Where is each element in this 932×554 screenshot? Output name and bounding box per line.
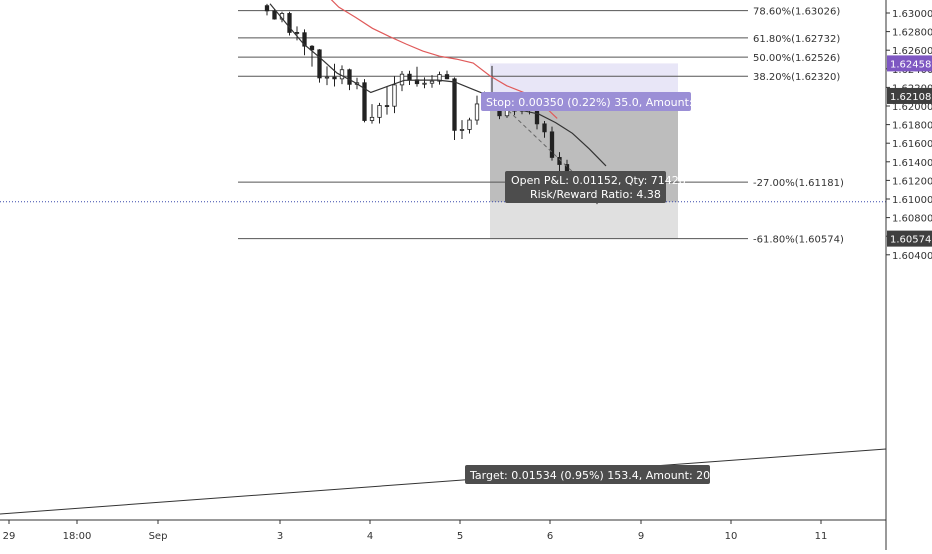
time-tick-label: 5 xyxy=(457,531,463,542)
price-tick-label: 1.61800 xyxy=(892,121,932,132)
candle-body xyxy=(444,74,450,80)
candle-body xyxy=(392,84,397,107)
candle-body xyxy=(407,73,412,81)
price-badge-label: 1.62458 xyxy=(890,59,931,70)
candle-body xyxy=(474,103,480,121)
plot-background xyxy=(0,0,886,520)
candle-body xyxy=(467,119,472,130)
candle-body xyxy=(369,116,375,121)
stop-label: Stop: 0.00350 (0.22%) 35.0, Amount: 750 xyxy=(486,96,717,109)
price-axis[interactable]: 1.630001.628001.626001.624001.622001.620… xyxy=(885,0,932,550)
price-tick-label: 1.62800 xyxy=(892,28,932,39)
price-badge-label: 1.62108 xyxy=(890,92,931,103)
trend-line[interactable] xyxy=(0,448,887,515)
price-tick-label: 1.62000 xyxy=(892,102,932,113)
target-label-badge: Target: 0.01534 (0.95%) 153.4, Amount: 2… xyxy=(465,465,742,484)
price-badge xyxy=(887,87,932,104)
candle-body xyxy=(437,74,442,82)
price-tick-label: 1.60800 xyxy=(892,214,932,225)
candle-body xyxy=(422,82,427,85)
fib-label: 61.80%(1.62732) xyxy=(753,34,840,45)
time-tick-label: 11 xyxy=(815,531,828,542)
candle-body xyxy=(384,105,390,107)
stop-label-badge: Stop: 0.00350 (0.22%) 35.0, Amount: 750 xyxy=(481,92,717,111)
price-badge xyxy=(887,230,932,247)
time-tick-label: 4 xyxy=(367,531,373,542)
fast-moving-average xyxy=(269,3,607,167)
price-badge xyxy=(887,55,932,72)
price-tick-label: 1.60400 xyxy=(892,251,932,262)
time-tick-label: 10 xyxy=(725,531,738,542)
candle-body xyxy=(332,76,337,80)
candle-body xyxy=(324,76,330,79)
candle-body xyxy=(302,32,307,47)
candle-body xyxy=(347,69,352,85)
candle-body xyxy=(272,10,277,20)
candle-body xyxy=(294,32,300,34)
time-tick-label: 6 xyxy=(547,531,553,542)
price-badge-label: 1.60574 xyxy=(890,235,931,246)
candle-body xyxy=(549,131,555,158)
candle-body xyxy=(452,78,457,131)
pnl-label: Open P&L: 0.01152, Qty: 71428 xyxy=(511,174,686,187)
candle-body xyxy=(362,82,367,121)
price-tick-label: 1.61400 xyxy=(892,158,932,169)
candle-body xyxy=(264,5,270,12)
price-tick-label: 1.63000 xyxy=(892,9,932,20)
time-tick-label: 9 xyxy=(638,531,644,542)
candle-body xyxy=(287,13,292,33)
fib-label: 78.60%(1.63026) xyxy=(753,7,840,18)
time-tick-label: 18:00 xyxy=(63,531,92,542)
fib-label: 50.00%(1.62526) xyxy=(753,53,840,64)
time-axis[interactable]: 29 18:00 Sep 3 4 5 6 9 10 11 xyxy=(0,519,886,542)
candle-body xyxy=(399,73,405,86)
slow-moving-average xyxy=(330,0,558,119)
candle-body xyxy=(542,123,547,133)
target-label: Target: 0.01534 (0.95%) 153.4, Amount: 2… xyxy=(469,469,742,482)
price-tick-label: 1.61000 xyxy=(892,195,932,206)
price-tick-label: 1.62600 xyxy=(892,46,932,57)
fibonacci-levels[interactable]: 78.60%(1.63026) 61.80%(1.62732) 50.00%(1.6… xyxy=(238,7,844,246)
fib-label: 38.20%(1.62320) xyxy=(753,72,840,83)
stop-zone[interactable] xyxy=(490,63,678,96)
rr-label: Risk/Reward Ratio: 4.38 xyxy=(530,188,661,201)
time-tick-label: 29 xyxy=(3,531,16,542)
fib-label: -27.00%(1.61181) xyxy=(753,178,844,189)
candle-body xyxy=(459,129,465,131)
candle-body xyxy=(377,105,382,118)
pnl-label-badge: Open P&L: 0.01152, Qty: 71428 Risk/Rewar… xyxy=(505,171,686,203)
fib-label: -61.80%(1.60574) xyxy=(753,235,844,246)
price-tick-label: 1.61200 xyxy=(892,176,932,187)
candle-body xyxy=(339,69,345,80)
time-tick-label: Sep xyxy=(149,531,168,542)
price-tick-label: 1.61600 xyxy=(892,139,932,150)
candle-body xyxy=(317,49,322,79)
candle-body xyxy=(309,45,315,51)
time-tick-label: 3 xyxy=(277,531,283,542)
candle-body xyxy=(429,80,435,84)
